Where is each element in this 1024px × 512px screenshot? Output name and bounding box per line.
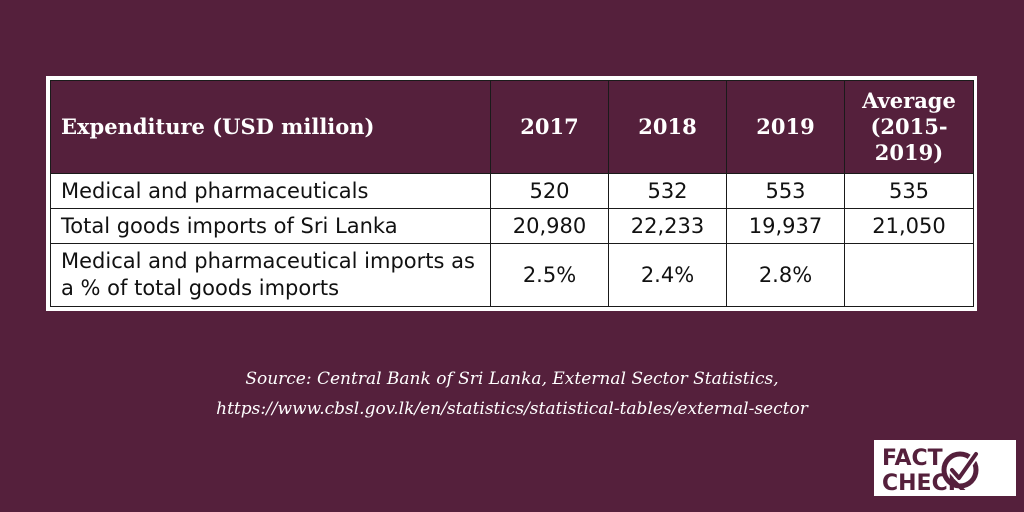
cell-value: 553 bbox=[726, 173, 845, 209]
header-2019: 2019 bbox=[726, 80, 845, 174]
data-table-container: Expenditure (USD million) 2017 2018 2019… bbox=[46, 76, 977, 311]
table-row: Medical and pharmaceutical imports as a … bbox=[50, 243, 974, 307]
row-label: Medical and pharmaceuticals bbox=[50, 173, 491, 209]
header-average: Average (2015-2019) bbox=[844, 80, 974, 174]
table-header-row: Expenditure (USD million) 2017 2018 2019… bbox=[50, 80, 974, 174]
source-url[interactable]: https://www.cbsl.gov.lk/en/statistics/st… bbox=[216, 399, 808, 419]
row-label: Total goods imports of Sri Lanka bbox=[50, 208, 491, 244]
table-row: Medical and pharmaceuticals 520 532 553 … bbox=[50, 173, 974, 209]
factcheck-logo: FACT CHECK bbox=[874, 440, 1016, 496]
logo-text-top: FACT bbox=[882, 446, 943, 471]
header-2018: 2018 bbox=[608, 80, 727, 174]
row-label: Medical and pharmaceutical imports as a … bbox=[50, 243, 491, 307]
check-mark-icon bbox=[941, 450, 980, 489]
source-line-1: Source: Central Bank of Sri Lanka, Exter… bbox=[245, 369, 779, 389]
cell-value: 21,050 bbox=[844, 208, 974, 244]
source-citation: Source: Central Bank of Sri Lanka, Exter… bbox=[0, 364, 1024, 424]
cell-value: 532 bbox=[608, 173, 727, 209]
cell-value: 2.8% bbox=[726, 243, 845, 307]
factcheck-logo-graphic: FACT CHECK bbox=[882, 446, 980, 496]
cell-value: 20,980 bbox=[490, 208, 609, 244]
table-row: Total goods imports of Sri Lanka 20,980 … bbox=[50, 208, 974, 244]
cell-value: 2.5% bbox=[490, 243, 609, 307]
header-2017: 2017 bbox=[490, 80, 609, 174]
expenditure-table: Expenditure (USD million) 2017 2018 2019… bbox=[50, 80, 974, 307]
cell-value-empty bbox=[844, 243, 974, 307]
cell-value: 22,233 bbox=[608, 208, 727, 244]
cell-value: 2.4% bbox=[608, 243, 727, 307]
cell-value: 19,937 bbox=[726, 208, 845, 244]
cell-value: 520 bbox=[490, 173, 609, 209]
header-expenditure: Expenditure (USD million) bbox=[50, 80, 491, 174]
cell-value: 535 bbox=[844, 173, 974, 209]
